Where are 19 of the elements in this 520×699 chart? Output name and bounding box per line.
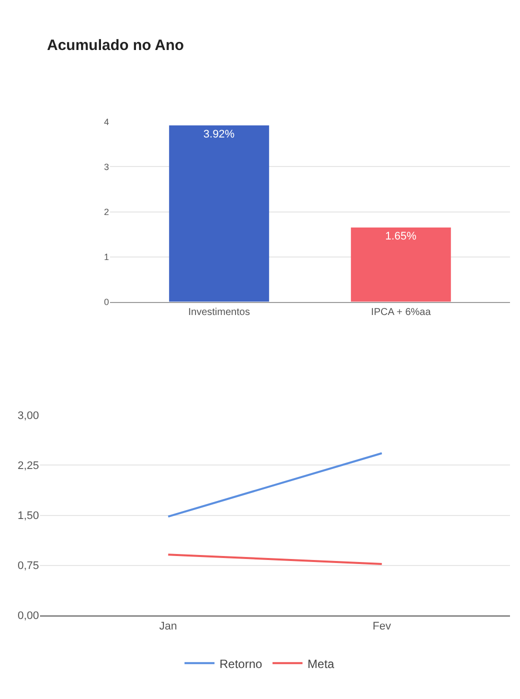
y-tick-label: 4 <box>104 116 109 127</box>
y-tick-label: 0 <box>104 296 109 307</box>
y-tick-label: 1,50 <box>18 510 39 522</box>
y-tick-label: 2 <box>104 206 109 217</box>
chart-title: Acumulado no Ano <box>47 37 184 54</box>
x-tick-label: Jan <box>159 620 178 632</box>
legend-label: Meta <box>308 656 335 671</box>
y-tick-label: 0,00 <box>18 610 39 622</box>
x-tick-label: Investimentos <box>188 306 250 318</box>
y-tick-label: 2,25 <box>18 460 39 472</box>
data-label: 3.92% <box>203 128 235 140</box>
y-tick-label: 3 <box>104 162 109 172</box>
x-tick-label: Fev <box>372 620 392 632</box>
y-tick-label: 0,75 <box>18 560 39 572</box>
y-tick-label: 1 <box>104 252 109 262</box>
legend-label: Retorno <box>220 656 263 671</box>
data-label: 1.65% <box>385 230 417 243</box>
x-tick-label: IPCA + 6%aa <box>371 306 432 318</box>
y-tick-label: 3,00 <box>18 410 39 422</box>
